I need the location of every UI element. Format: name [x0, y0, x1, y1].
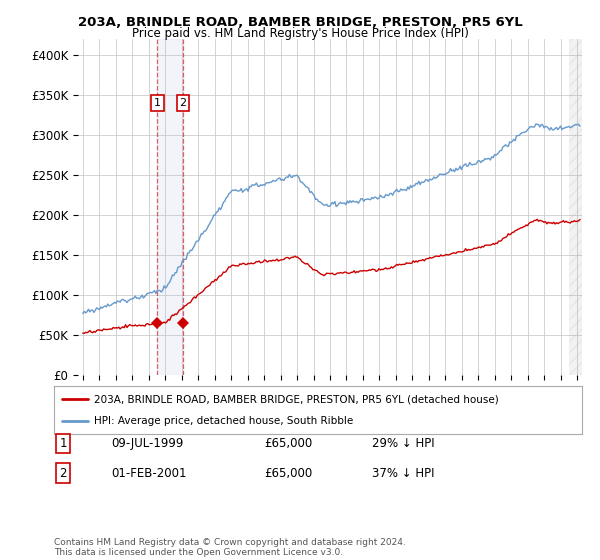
Text: HPI: Average price, detached house, South Ribble: HPI: Average price, detached house, Sout… — [94, 416, 353, 426]
Text: 29% ↓ HPI: 29% ↓ HPI — [372, 437, 434, 450]
Text: Contains HM Land Registry data © Crown copyright and database right 2024.
This d: Contains HM Land Registry data © Crown c… — [54, 538, 406, 557]
Text: 1: 1 — [59, 437, 67, 450]
Text: Price paid vs. HM Land Registry's House Price Index (HPI): Price paid vs. HM Land Registry's House … — [131, 27, 469, 40]
Text: 203A, BRINDLE ROAD, BAMBER BRIDGE, PRESTON, PR5 6YL: 203A, BRINDLE ROAD, BAMBER BRIDGE, PREST… — [77, 16, 523, 29]
Text: 2: 2 — [179, 98, 187, 108]
Bar — [157, 39, 183, 375]
Text: £65,000: £65,000 — [264, 466, 312, 480]
Bar — [569, 39, 582, 375]
Text: 37% ↓ HPI: 37% ↓ HPI — [372, 466, 434, 480]
Text: 01-FEB-2001: 01-FEB-2001 — [111, 466, 187, 480]
Text: 203A, BRINDLE ROAD, BAMBER BRIDGE, PRESTON, PR5 6YL (detached house): 203A, BRINDLE ROAD, BAMBER BRIDGE, PREST… — [94, 394, 499, 404]
Text: 2: 2 — [59, 466, 67, 480]
Text: £65,000: £65,000 — [264, 437, 312, 450]
Text: 09-JUL-1999: 09-JUL-1999 — [111, 437, 184, 450]
Text: 1: 1 — [154, 98, 161, 108]
